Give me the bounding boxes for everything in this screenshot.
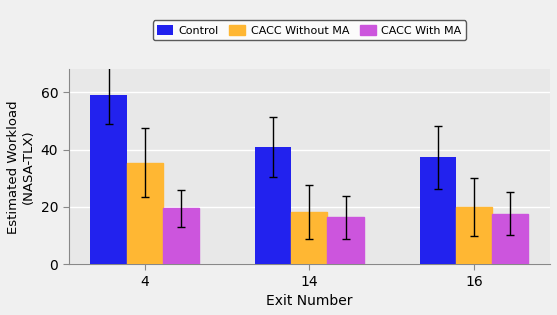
Bar bbox=[255, 147, 291, 264]
Bar bbox=[456, 207, 492, 264]
Y-axis label: Estimated Workload
(NASA-TLX): Estimated Workload (NASA-TLX) bbox=[7, 100, 35, 233]
Bar bbox=[291, 212, 328, 264]
X-axis label: Exit Number: Exit Number bbox=[266, 294, 353, 308]
Bar bbox=[163, 208, 199, 264]
Bar bbox=[90, 95, 126, 264]
Legend: Control, CACC Without MA, CACC With MA: Control, CACC Without MA, CACC With MA bbox=[153, 20, 466, 40]
Bar bbox=[419, 157, 456, 264]
Bar bbox=[492, 214, 528, 264]
Bar bbox=[328, 217, 364, 264]
Bar bbox=[126, 163, 163, 264]
